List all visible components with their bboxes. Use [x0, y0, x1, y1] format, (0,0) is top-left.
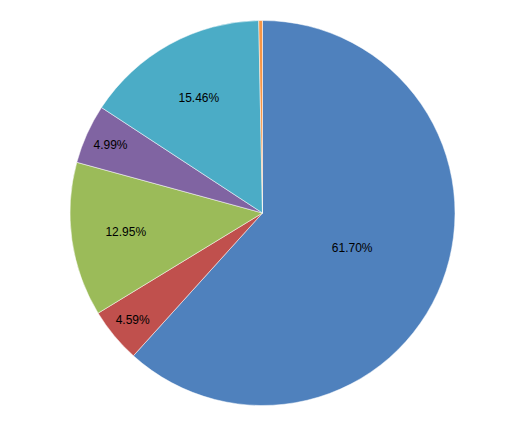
- svg-text:4.99%: 4.99%: [94, 138, 128, 152]
- svg-text:4.59%: 4.59%: [116, 313, 150, 327]
- svg-text:61.70%: 61.70%: [332, 241, 373, 255]
- svg-text:12.95%: 12.95%: [105, 225, 146, 239]
- svg-text:15.46%: 15.46%: [178, 91, 219, 105]
